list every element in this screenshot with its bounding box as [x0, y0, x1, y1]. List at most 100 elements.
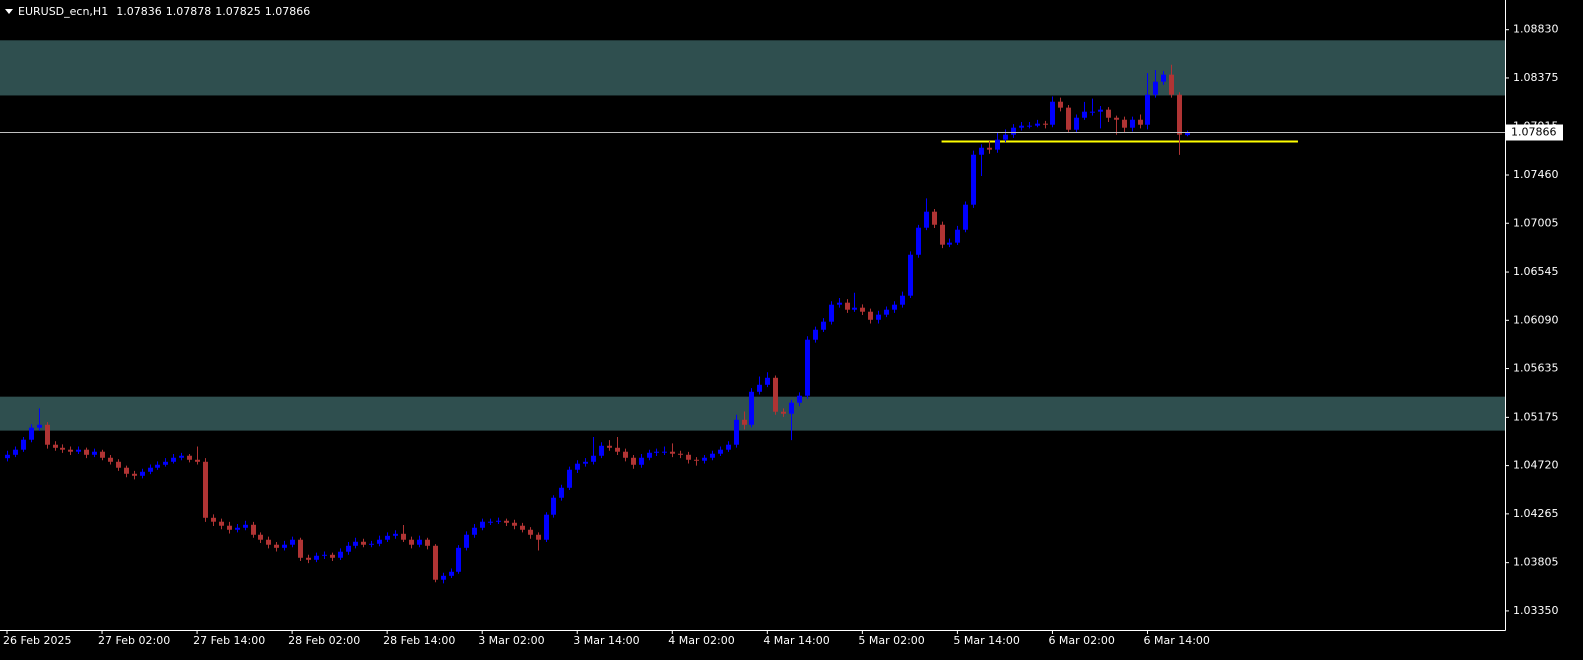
candle-body	[441, 575, 446, 580]
candle-body	[702, 457, 707, 461]
candle-body	[607, 445, 612, 448]
candle-body	[37, 424, 42, 428]
candle-body	[1035, 123, 1040, 126]
candle-body	[171, 457, 176, 462]
candle-body	[1145, 94, 1150, 125]
candle-body	[361, 541, 366, 545]
candle-body	[140, 471, 145, 476]
candle-body	[512, 522, 517, 526]
candle-body	[932, 211, 937, 225]
candle-body	[647, 452, 652, 458]
x-tick-label: 28 Feb 02:00	[288, 634, 360, 647]
candle-body	[575, 463, 580, 470]
collapse-icon[interactable]	[5, 9, 13, 14]
x-tick-label: 4 Mar 14:00	[763, 634, 829, 647]
candle-body	[1161, 74, 1166, 82]
y-tick-label: 1.07005	[1513, 216, 1559, 229]
candle-body	[504, 520, 509, 523]
candle-body	[456, 547, 461, 572]
candle-body	[1050, 101, 1055, 125]
candle-body	[654, 451, 659, 453]
candle-body	[1138, 119, 1143, 125]
y-tick-label: 1.03350	[1513, 604, 1559, 617]
candle-body	[53, 444, 58, 448]
candle-body	[718, 449, 723, 454]
low-value: 1.07825	[215, 5, 261, 18]
candle-body	[385, 535, 390, 540]
candle-body	[393, 533, 398, 536]
candle-body	[1130, 119, 1135, 128]
candle-body	[1153, 81, 1158, 95]
y-tick-label: 1.04720	[1513, 459, 1559, 472]
zone	[0, 40, 1505, 96]
x-tick-label: 3 Mar 14:00	[573, 634, 639, 647]
x-tick-label: 6 Mar 02:00	[1048, 634, 1114, 647]
candle-body	[845, 302, 850, 310]
candle-body	[1177, 94, 1182, 135]
candle-body	[860, 307, 865, 312]
x-tick-label: 3 Mar 02:00	[478, 634, 544, 647]
candle-body	[322, 554, 327, 556]
candle-body	[266, 539, 271, 545]
candle-body	[346, 545, 351, 552]
candle-body	[195, 459, 200, 462]
candle-body	[742, 419, 747, 425]
y-tick-label: 1.05635	[1513, 362, 1559, 375]
candle-body	[148, 467, 153, 472]
x-tick-label: 5 Mar 14:00	[953, 634, 1019, 647]
candle-body	[734, 419, 739, 445]
candle-body	[1003, 134, 1008, 140]
candle-body	[282, 544, 287, 548]
candle-body	[203, 461, 208, 518]
candle-body	[1090, 111, 1095, 113]
candle-body	[76, 449, 81, 452]
y-tick-label: 1.08830	[1513, 23, 1559, 36]
candle-body	[971, 154, 976, 205]
candle-body	[765, 377, 770, 385]
candle-body	[464, 534, 469, 548]
y-tick-label: 1.06090	[1513, 313, 1559, 326]
symbol: EURUSD_ecn,H1	[18, 5, 108, 18]
candle-body	[433, 545, 438, 580]
candle-body	[639, 457, 644, 465]
candle-body	[251, 524, 256, 535]
candle-body	[726, 444, 731, 450]
candle-body	[1074, 117, 1079, 130]
candle-body	[528, 529, 533, 535]
x-tick-label: 26 Feb 2025	[3, 634, 71, 647]
x-tick-label: 6 Mar 14:00	[1143, 634, 1209, 647]
open-value: 1.07836	[116, 5, 162, 18]
candle-body	[155, 464, 160, 468]
candle-body	[5, 454, 10, 459]
x-tick-label: 4 Mar 02:00	[668, 634, 734, 647]
candle-body	[884, 309, 889, 315]
candle-body	[536, 534, 541, 540]
candle-body	[916, 227, 921, 255]
candle-body	[163, 461, 168, 465]
candle-body	[797, 395, 802, 403]
candle-body	[211, 517, 216, 522]
candle-body	[963, 204, 968, 230]
candle-body	[1066, 107, 1071, 130]
candle-body	[219, 521, 224, 526]
candle-body	[694, 459, 699, 461]
y-tick-label: 1.06545	[1513, 265, 1559, 278]
y-tick-label: 1.07460	[1513, 168, 1559, 181]
candle-body	[559, 487, 564, 498]
candle-body	[805, 339, 810, 396]
candle-body	[1106, 109, 1111, 118]
candle-body	[377, 539, 382, 544]
candle-body	[488, 521, 493, 523]
candle-body	[662, 451, 667, 453]
y-tick-label: 1.08375	[1513, 71, 1559, 84]
candle-body	[338, 551, 343, 558]
candle-body	[124, 467, 129, 474]
candle-body	[837, 302, 842, 305]
candle-body	[924, 211, 929, 228]
candle-body	[84, 449, 89, 455]
candle-body	[1122, 119, 1127, 128]
candle-body	[179, 455, 184, 458]
header: EURUSD_ecn,H1 1.07836 1.07878 1.07825 1.0786…	[18, 5, 310, 18]
candle-body	[947, 242, 952, 245]
